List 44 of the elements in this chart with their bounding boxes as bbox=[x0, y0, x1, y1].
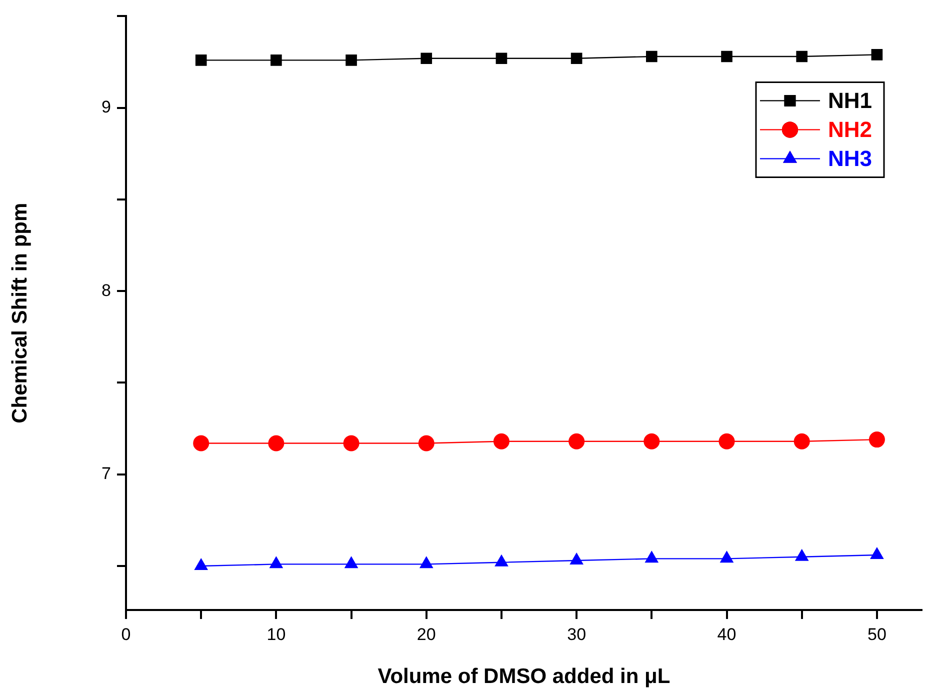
point bbox=[570, 52, 582, 64]
x-tick-label: 50 bbox=[867, 624, 886, 644]
legend-label: NH3 bbox=[828, 146, 872, 171]
point bbox=[568, 433, 585, 450]
y-tick-label: 9 bbox=[102, 98, 111, 117]
point bbox=[493, 433, 510, 450]
point bbox=[344, 556, 358, 568]
x-axis-title: Volume of DMSO added in μL bbox=[378, 665, 670, 688]
point bbox=[871, 49, 883, 60]
point bbox=[870, 547, 884, 560]
point bbox=[346, 54, 357, 66]
point bbox=[194, 558, 208, 570]
point bbox=[419, 556, 434, 568]
x-tick-label: 20 bbox=[416, 624, 436, 644]
y-axis-title: Chemical Shift in ppm bbox=[8, 202, 32, 424]
point bbox=[269, 556, 284, 568]
point bbox=[193, 435, 210, 452]
x-tick-label: 0 bbox=[121, 624, 131, 644]
point bbox=[418, 435, 434, 452]
point bbox=[794, 433, 810, 450]
point bbox=[868, 432, 885, 448]
point bbox=[718, 433, 735, 450]
y-tick-label: 7 bbox=[102, 464, 111, 484]
point bbox=[270, 54, 282, 66]
point bbox=[646, 50, 658, 62]
legend-label: NH1 bbox=[828, 88, 872, 113]
x-tick-label: 40 bbox=[717, 624, 736, 644]
point bbox=[496, 52, 508, 64]
legend-label: NH2 bbox=[828, 116, 872, 142]
point bbox=[195, 54, 207, 66]
point bbox=[720, 550, 734, 563]
point bbox=[343, 435, 360, 452]
point bbox=[796, 50, 808, 62]
point bbox=[268, 435, 284, 452]
point bbox=[420, 52, 432, 64]
x-tick-label: 30 bbox=[567, 624, 586, 644]
y-tick-label: 8 bbox=[102, 280, 111, 300]
point bbox=[794, 548, 809, 561]
point bbox=[644, 550, 659, 563]
x-tick-label: 10 bbox=[266, 624, 286, 644]
point bbox=[570, 552, 584, 565]
point bbox=[494, 554, 508, 566]
point bbox=[721, 50, 732, 62]
point bbox=[644, 433, 660, 450]
